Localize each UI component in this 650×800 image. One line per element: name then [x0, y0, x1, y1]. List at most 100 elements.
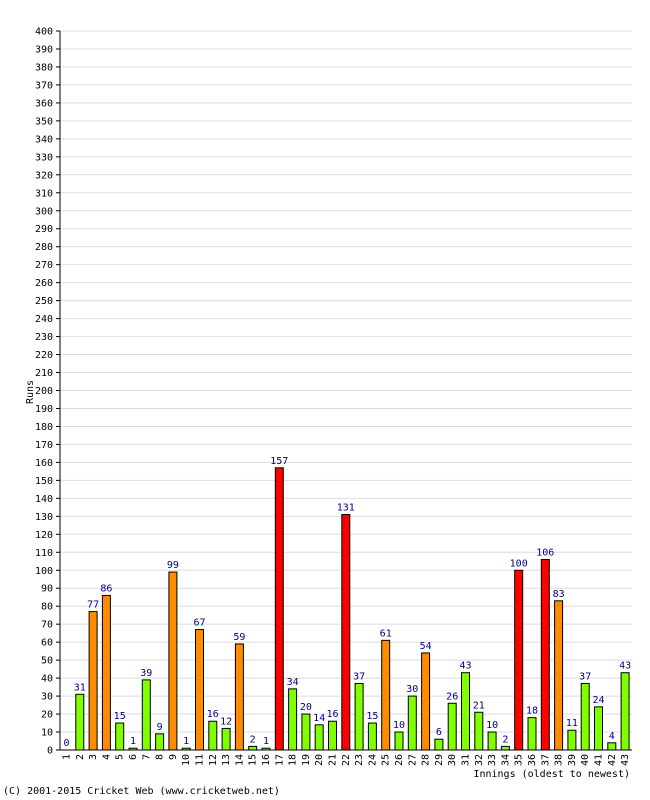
bar [434, 738, 444, 751]
bar [195, 629, 204, 751]
bar-value-label: 16 [326, 709, 338, 720]
x-tick-label: 1 [62, 754, 73, 760]
y-tick-label: 20 [41, 710, 53, 721]
bar [514, 569, 524, 751]
bar [381, 639, 391, 751]
y-tick-label: 390 [35, 44, 53, 55]
y-tick-label: 180 [35, 422, 53, 433]
bar [314, 724, 324, 751]
bar-value-label: 10 [393, 720, 405, 731]
y-tick-label: 210 [35, 368, 53, 379]
x-tick-label: 23 [354, 754, 365, 766]
bar-value-label: 31 [74, 682, 86, 693]
bar [554, 600, 564, 751]
bar-value-label: 39 [140, 668, 152, 679]
x-tick-label: 12 [208, 754, 219, 766]
bar-value-label: 1 [263, 736, 269, 747]
bar [328, 720, 337, 751]
bar [248, 745, 258, 751]
bar [274, 467, 284, 751]
y-tick-label: 130 [35, 512, 53, 523]
bar-value-label: 18 [526, 706, 538, 717]
y-tick-label: 270 [35, 260, 53, 271]
y-tick-label: 140 [35, 494, 53, 505]
bar-value-label: 1 [183, 736, 189, 747]
x-tick-label: 39 [567, 754, 578, 766]
y-tick-label: 280 [35, 242, 53, 253]
bar-value-label: 157 [270, 456, 288, 467]
bar [88, 611, 98, 751]
bar-value-label: 24 [592, 695, 604, 706]
y-tick-label: 170 [35, 440, 53, 451]
y-tick-label: 400 [35, 27, 53, 38]
bar-value-label: 15 [114, 711, 126, 722]
x-tick-label: 37 [540, 754, 551, 766]
y-tick-label: 0 [47, 746, 53, 757]
y-axis-title: Runs [25, 380, 36, 404]
bar-value-label: 12 [220, 716, 232, 727]
bar-value-label: 131 [337, 503, 355, 514]
x-tick-label: 34 [500, 754, 511, 766]
x-tick-label: 10 [181, 754, 192, 766]
bar-value-label: 2 [250, 734, 256, 745]
bar [474, 711, 484, 751]
bar-value-label: 4 [609, 731, 615, 742]
y-tick-label: 290 [35, 224, 53, 235]
y-tick-label: 230 [35, 332, 53, 343]
bar [181, 747, 191, 751]
bar-value-label: 37 [579, 671, 591, 682]
bar-value-label: 99 [167, 560, 179, 571]
bar [221, 727, 231, 751]
bar [208, 720, 218, 751]
x-tick-label: 33 [487, 754, 498, 766]
bar-value-label: 15 [366, 711, 378, 722]
y-tick-label: 240 [35, 314, 53, 325]
bar-value-label: 30 [406, 684, 418, 695]
y-tick-label: 260 [35, 278, 53, 289]
y-tick-label: 330 [35, 152, 53, 163]
bar-value-label: 54 [420, 641, 432, 652]
x-tick-label: 19 [301, 754, 312, 766]
bar [594, 706, 603, 751]
x-tick-label: 40 [580, 754, 591, 766]
x-tick-label: 21 [328, 754, 339, 766]
bar [447, 702, 457, 751]
x-tick-label: 25 [381, 754, 392, 766]
y-tick-label: 380 [35, 62, 53, 73]
y-tick-label: 360 [35, 98, 53, 109]
bar [354, 682, 364, 751]
bar-value-label: 67 [193, 618, 205, 629]
bar-value-label: 100 [510, 558, 528, 569]
y-tick-label: 70 [41, 620, 53, 631]
bar-value-label: 2 [502, 734, 508, 745]
bar-value-label: 106 [536, 547, 554, 558]
x-tick-label: 35 [514, 754, 525, 766]
bar-value-label: 83 [553, 589, 565, 600]
x-tick-label: 26 [394, 754, 405, 766]
y-tick-label: 190 [35, 404, 53, 415]
bar [580, 682, 590, 751]
x-tick-label: 11 [195, 754, 206, 766]
bar-value-label: 43 [619, 661, 631, 672]
x-tick-label: 16 [261, 754, 272, 766]
x-tick-label: 20 [314, 754, 325, 766]
bar-value-label: 34 [287, 677, 299, 688]
bar-value-label: 1 [130, 736, 136, 747]
x-tick-label: 3 [88, 754, 99, 760]
y-tick-label: 350 [35, 116, 53, 127]
x-tick-label: 14 [234, 754, 245, 766]
y-tick-label: 50 [41, 656, 53, 667]
bar [141, 679, 151, 751]
bar [421, 652, 431, 751]
bar [261, 747, 271, 751]
bar-value-label: 20 [300, 702, 312, 713]
x-tick-label: 38 [554, 754, 565, 766]
x-tick-label: 28 [421, 754, 432, 766]
bar [341, 514, 351, 751]
x-tick-label: 15 [248, 754, 259, 766]
x-tick-label: 13 [221, 754, 232, 766]
y-tick-label: 220 [35, 350, 53, 361]
x-tick-label: 42 [607, 754, 618, 766]
